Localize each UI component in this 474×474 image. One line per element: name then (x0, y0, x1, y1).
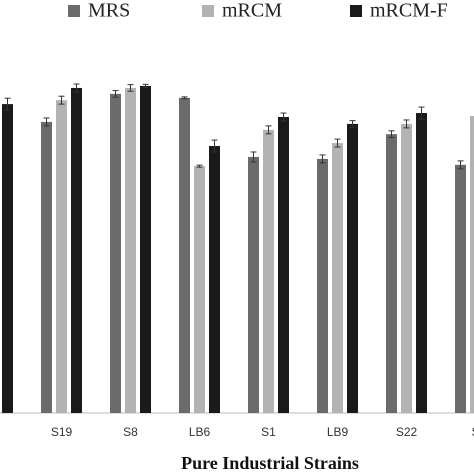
bar (263, 129, 274, 414)
error-bar (265, 125, 272, 135)
legend-swatch (202, 5, 214, 17)
bar (332, 143, 343, 413)
legend-swatch (68, 5, 80, 17)
legend-label: MRS (88, 0, 130, 22)
x-tick-label: S8 (123, 425, 138, 439)
error-bar (43, 117, 50, 127)
bar (41, 121, 52, 413)
x-axis-title: Pure Industrial Strains (181, 453, 359, 473)
bar (2, 104, 13, 414)
x-tick-label: LB9 (327, 425, 349, 439)
error-bar (112, 90, 119, 98)
bar (401, 123, 412, 414)
bar (455, 164, 466, 413)
error-bar (58, 95, 65, 105)
bar (347, 123, 358, 414)
legend-swatch (350, 5, 362, 17)
legend-label: mRCM (222, 0, 282, 22)
bar (194, 166, 205, 413)
error-bar (403, 119, 410, 129)
error-bar (4, 97, 11, 111)
x-tick-label: S (471, 425, 474, 439)
bar (140, 85, 151, 413)
error-bar (250, 151, 257, 163)
error-bar (196, 164, 203, 168)
x-tick-label: LB6 (189, 425, 211, 439)
bar (71, 87, 82, 413)
bar (278, 116, 289, 414)
error-bar (280, 112, 287, 122)
legend-label: mRCM-F (370, 0, 448, 22)
error-bar (334, 138, 341, 148)
x-tick-label: S1 (261, 425, 276, 439)
error-bar (319, 154, 326, 164)
bar (179, 97, 190, 413)
bar (110, 93, 121, 413)
bar (248, 156, 259, 414)
bar (209, 146, 220, 413)
bar (125, 87, 136, 413)
error-bar (181, 96, 188, 100)
error-bar (142, 83, 149, 89)
bar (386, 134, 397, 413)
error-bar (349, 120, 356, 128)
error-bar (73, 83, 80, 93)
error-bar (211, 139, 218, 153)
bar (470, 116, 474, 413)
x-tick-label: S19 (51, 425, 73, 439)
x-tick-label: S22 (396, 425, 418, 439)
error-bar (127, 84, 134, 92)
bar (416, 113, 427, 413)
error-bar (457, 160, 464, 170)
bar (317, 158, 328, 413)
error-bar (418, 106, 425, 120)
error-bar (388, 130, 395, 138)
bar (56, 100, 67, 413)
